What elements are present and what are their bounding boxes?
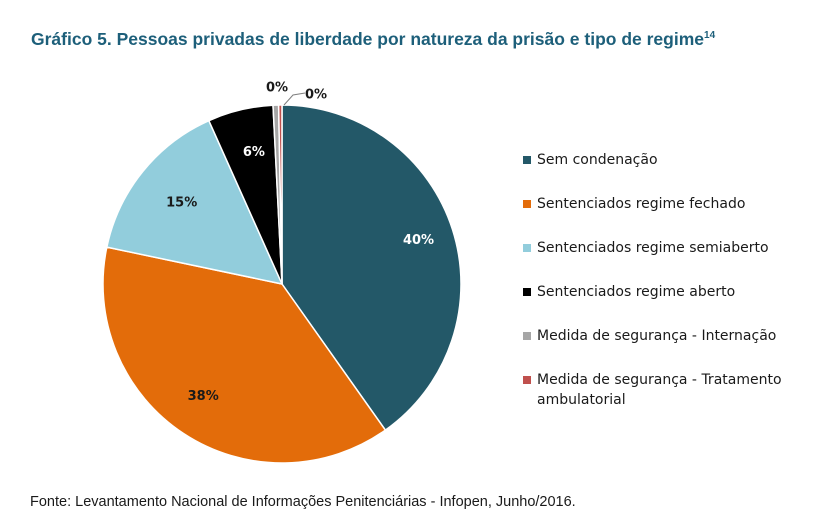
title-footnote: 14 [704,30,716,42]
legend-item-1: Sem condenação [523,150,823,170]
legend-item-6: Medida de segurança - Tratamento ambulat… [523,370,823,410]
legend-label-5: Medida de segurança - Internação [537,328,777,344]
pie-slice-1 [281,104,462,432]
legend-item-4: Sentenciados regime aberto [523,282,823,302]
legend-item-2: Sentenciados regime fechado [523,194,823,214]
leader-line-6 [283,92,306,106]
legend-swatch-4 [523,288,531,296]
data-label-6: 0% [305,88,327,103]
legend-label-3: Sentenciados regime semiaberto [537,240,769,256]
chart-title: Gráfico 5. Pessoas privadas de liberdade… [31,29,715,50]
legend-label-1: Sem condenação [537,152,658,168]
source-note: Fonte: Levantamento Nacional de Informaç… [30,494,576,510]
legend-swatch-1 [523,156,531,164]
legend-swatch-3 [523,244,531,252]
legend-swatch-5 [523,332,531,340]
data-label-2: 38% [188,389,219,404]
legend-label-4: Sentenciados regime aberto [537,284,736,300]
data-label-5: 0% [266,81,288,96]
pie-slice-6 [277,104,283,285]
legend-item-3: Sentenciados regime semiaberto [523,238,823,258]
pie-slice-2 [102,246,387,464]
data-label-1: 40% [403,233,434,248]
data-label-3: 15% [166,196,197,211]
legend-label-2: Sentenciados regime fechado [537,196,746,212]
data-label-4: 6% [243,145,265,160]
legend-item-5: Medida de segurança - Internação [523,326,823,346]
chart-title-text: Gráfico 5. Pessoas privadas de liberdade… [31,29,705,49]
legend-swatch-2 [523,200,531,208]
legend-swatch-6 [523,376,531,384]
legend-label-6: Medida de segurança - Tratamento ambulat… [537,372,782,408]
pie-slice-3 [105,119,284,286]
